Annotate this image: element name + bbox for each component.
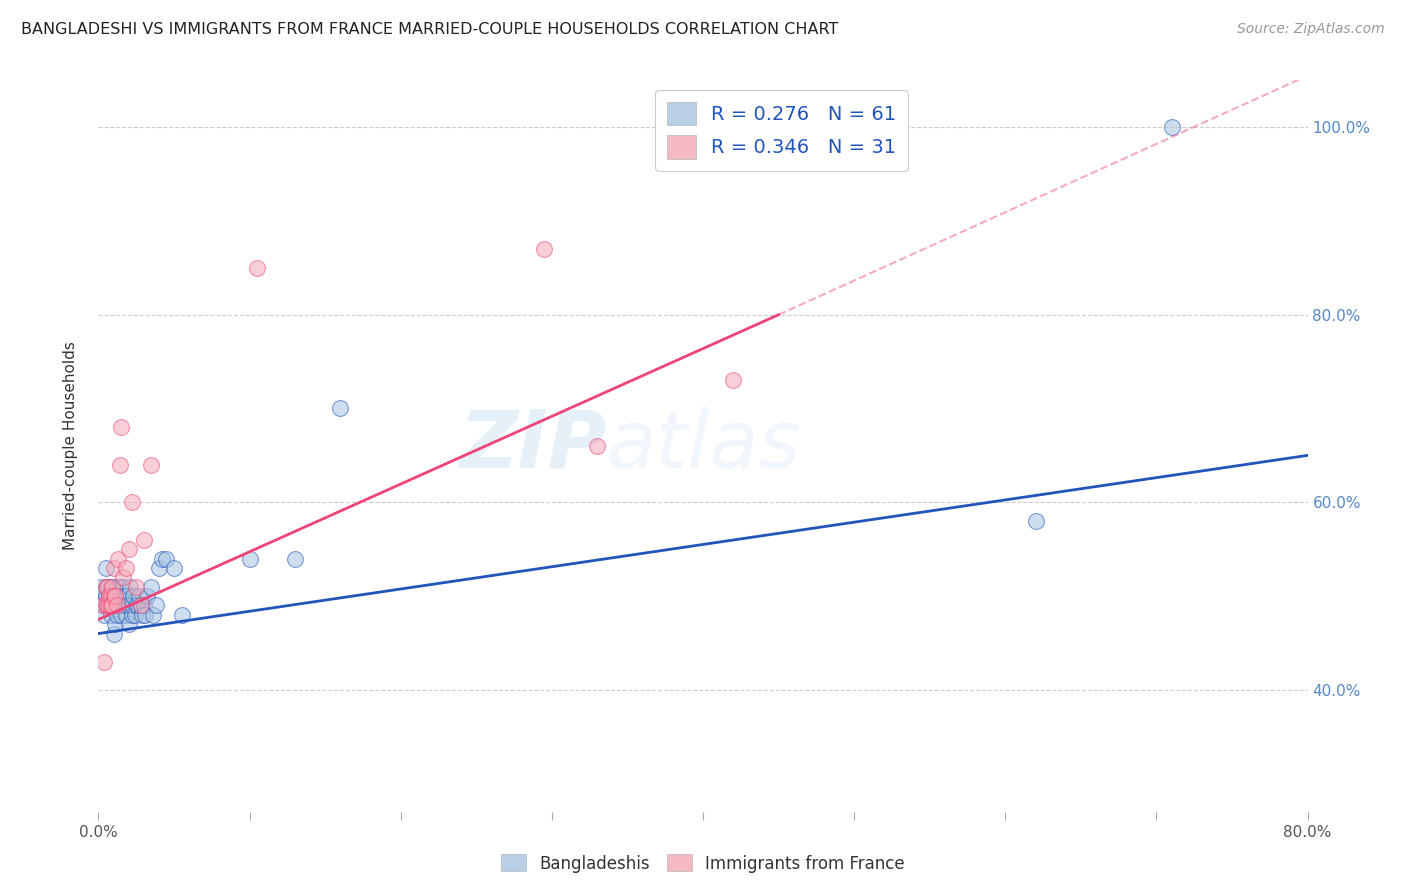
Text: ZIP: ZIP: [458, 407, 606, 485]
Point: [124, 607, 146, 622]
Point: [586, 439, 609, 453]
Point: [98, 589, 121, 603]
Text: atlas: atlas: [606, 407, 801, 485]
Point: [111, 580, 134, 594]
Point: [129, 599, 152, 613]
Point: [121, 495, 143, 509]
Point: [105, 607, 128, 622]
Point: [105, 599, 128, 613]
Point: [108, 589, 131, 603]
Point: [110, 420, 132, 434]
Point: [129, 599, 152, 613]
Point: [94, 599, 117, 613]
Point: [98, 589, 121, 603]
Point: [125, 580, 148, 594]
Point: [170, 607, 193, 622]
Point: [148, 561, 170, 575]
Point: [101, 580, 124, 594]
Point: [114, 599, 136, 613]
Point: [112, 589, 135, 603]
Point: [103, 589, 125, 603]
Point: [118, 599, 141, 613]
Point: [128, 589, 150, 603]
Point: [96, 580, 118, 594]
Point: [96, 599, 118, 613]
Point: [93, 655, 115, 669]
Point: [93, 584, 115, 599]
Point: [100, 589, 122, 603]
Point: [141, 458, 163, 472]
Point: [155, 551, 177, 566]
Point: [96, 599, 118, 613]
Point: [135, 589, 157, 603]
Point: [107, 599, 129, 613]
Point: [100, 607, 122, 622]
Point: [114, 607, 136, 622]
Point: [111, 599, 134, 613]
Point: [104, 599, 127, 613]
Point: [121, 607, 143, 622]
Point: [115, 589, 138, 603]
Point: [110, 599, 132, 613]
Point: [101, 589, 124, 603]
Point: [131, 607, 153, 622]
Point: [91, 599, 114, 613]
Point: [101, 580, 124, 594]
Point: [118, 542, 141, 557]
Point: [134, 607, 156, 622]
Point: [104, 617, 127, 632]
Point: [105, 580, 128, 594]
Point: [121, 599, 143, 613]
Point: [723, 373, 745, 387]
Point: [98, 599, 121, 613]
Point: [98, 599, 121, 613]
Point: [329, 401, 352, 416]
Point: [100, 580, 122, 594]
Point: [94, 589, 117, 603]
Point: [108, 458, 131, 472]
Point: [103, 626, 125, 640]
Point: [103, 589, 125, 603]
Point: [103, 599, 125, 613]
Point: [103, 561, 125, 575]
Point: [96, 580, 118, 594]
Point: [1024, 514, 1046, 528]
Text: Source: ZipAtlas.com: Source: ZipAtlas.com: [1237, 22, 1385, 37]
Point: [94, 561, 117, 575]
Point: [110, 607, 132, 622]
Point: [533, 242, 555, 256]
Point: [150, 551, 173, 566]
Point: [104, 589, 127, 603]
Point: [100, 599, 122, 613]
Y-axis label: Married-couple Households: Married-couple Households: [63, 342, 77, 550]
Point: [114, 561, 136, 575]
Point: [107, 551, 129, 566]
Point: [132, 533, 155, 547]
Point: [91, 599, 114, 613]
Point: [246, 260, 269, 275]
Point: [145, 599, 167, 613]
Point: [163, 561, 186, 575]
Point: [120, 580, 142, 594]
Point: [132, 599, 155, 613]
Point: [111, 570, 134, 584]
Point: [108, 580, 131, 594]
Point: [118, 617, 141, 632]
Legend: R = 0.276   N = 61, R = 0.346   N = 31: R = 0.276 N = 61, R = 0.346 N = 31: [655, 90, 908, 170]
Point: [1160, 120, 1182, 135]
Point: [125, 599, 148, 613]
Point: [94, 580, 117, 594]
Point: [122, 589, 145, 603]
Text: BANGLADESHI VS IMMIGRANTS FROM FRANCE MARRIED-COUPLE HOUSEHOLDS CORRELATION CHAR: BANGLADESHI VS IMMIGRANTS FROM FRANCE MA…: [21, 22, 838, 37]
Point: [142, 607, 165, 622]
Point: [101, 599, 124, 613]
Point: [90, 580, 112, 594]
Point: [107, 589, 129, 603]
Legend: Bangladeshis, Immigrants from France: Bangladeshis, Immigrants from France: [495, 847, 911, 880]
Point: [239, 551, 262, 566]
Point: [93, 607, 115, 622]
Point: [284, 551, 307, 566]
Point: [127, 599, 149, 613]
Point: [141, 580, 163, 594]
